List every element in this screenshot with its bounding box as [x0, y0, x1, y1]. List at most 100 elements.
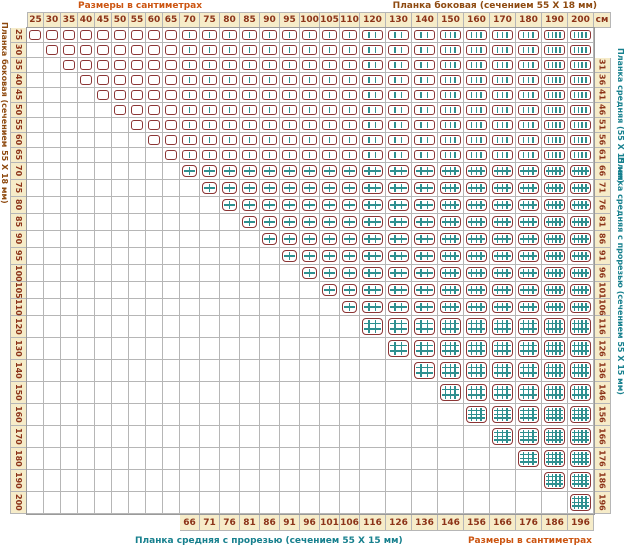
body-cell — [542, 448, 568, 470]
frame-vline — [559, 342, 561, 355]
frame-vline — [527, 92, 529, 98]
row-header-cell: 170 — [10, 426, 27, 448]
frame-vline — [527, 122, 529, 128]
frame-vline — [475, 62, 477, 68]
frame-rect — [388, 284, 409, 296]
frame-vline — [581, 77, 583, 83]
col-header-cell: 110 — [340, 12, 360, 28]
body-cell — [438, 470, 464, 492]
frame-rect — [302, 135, 317, 145]
frame-vline — [454, 386, 456, 399]
frame-rect — [518, 362, 539, 379]
frame-rect — [570, 45, 591, 55]
frame-vline — [522, 77, 525, 83]
frame-hline — [244, 170, 255, 172]
body-cell — [180, 404, 200, 426]
top-right-title: Планка боковая (сечением 55 Х 18 мм) — [392, 1, 597, 11]
body-cell — [163, 43, 180, 58]
frame-hline — [546, 394, 563, 396]
frame-hline — [572, 505, 589, 507]
frame-hline — [468, 366, 485, 369]
body-cell — [360, 133, 386, 148]
frame-rect — [518, 165, 539, 177]
body-cell — [78, 338, 95, 360]
frame-hline — [520, 187, 537, 189]
frame-rect — [322, 150, 337, 160]
frame-hline — [416, 306, 433, 308]
body-cell — [163, 382, 180, 404]
frame-hline — [546, 344, 563, 347]
body-cell — [163, 133, 180, 148]
frame-vline — [577, 137, 580, 143]
body-cell — [95, 265, 112, 282]
frame-rect — [114, 105, 126, 115]
body-cell — [180, 299, 200, 316]
frame-hline — [344, 170, 355, 172]
frame-vline — [573, 342, 576, 355]
frame-vline — [248, 32, 250, 38]
body-cell — [490, 316, 516, 338]
frame-rect — [182, 90, 197, 100]
frame-hline — [442, 306, 459, 308]
frame-vline — [532, 32, 534, 38]
frame-vline — [394, 137, 396, 143]
frame-rect — [518, 75, 539, 85]
frame-rect — [388, 318, 409, 335]
bottom-header-cell: 71 — [200, 514, 220, 531]
body-cell — [129, 148, 146, 163]
frame-vline — [573, 92, 576, 98]
body-cell — [27, 316, 44, 338]
frame-rect — [414, 90, 435, 100]
body-cell — [180, 426, 200, 448]
frame-vline — [551, 77, 554, 83]
frame-vline — [426, 92, 429, 98]
frame-rect — [282, 135, 297, 145]
frame-vline — [547, 62, 550, 68]
body-cell — [27, 231, 44, 248]
frame-vline — [585, 92, 587, 98]
row-header-cell: 110 — [10, 299, 27, 316]
body-cell — [340, 73, 360, 88]
frame-vline — [555, 77, 557, 83]
frame-hline — [442, 289, 459, 291]
body-cell — [464, 88, 490, 103]
frame-rect — [222, 135, 237, 145]
body-cell — [360, 118, 386, 133]
frame-vline — [208, 32, 210, 38]
frame-vline — [470, 62, 473, 68]
body-cell — [412, 118, 438, 133]
body-cell — [146, 133, 163, 148]
frame-hline — [390, 221, 407, 223]
frame-rect — [544, 30, 565, 40]
row-header-cell: 45 — [10, 88, 27, 103]
frame-rect — [182, 165, 197, 177]
frame-vline — [268, 107, 270, 113]
body-cell — [386, 448, 412, 470]
frame-rect — [544, 199, 565, 211]
body-cell — [516, 88, 542, 103]
right-header-cell: 46 — [594, 103, 611, 118]
frame-vline — [444, 92, 447, 98]
frame-rect — [165, 120, 177, 130]
frame-vline — [268, 62, 270, 68]
frame-vline — [374, 92, 377, 98]
frame-rect — [570, 406, 591, 423]
body-cell — [61, 88, 78, 103]
frame-hline — [442, 394, 459, 396]
body-cell — [280, 404, 300, 426]
frame-rect — [282, 60, 297, 70]
body-cell — [280, 492, 300, 514]
frame-vline — [420, 107, 422, 113]
frame-hline — [520, 366, 537, 369]
body-cell — [200, 133, 220, 148]
frame-hline — [224, 170, 235, 172]
body-cell — [412, 426, 438, 448]
body-cell — [220, 133, 240, 148]
body-cell — [280, 265, 300, 282]
body-cell — [27, 448, 44, 470]
frame-rect — [322, 182, 337, 194]
frame-rect — [222, 150, 237, 160]
body-cell — [300, 426, 320, 448]
frame-rect — [414, 105, 435, 115]
right-side-label-middle-plank: Планка средняя (55 Х 15 мм) — [616, 47, 625, 184]
